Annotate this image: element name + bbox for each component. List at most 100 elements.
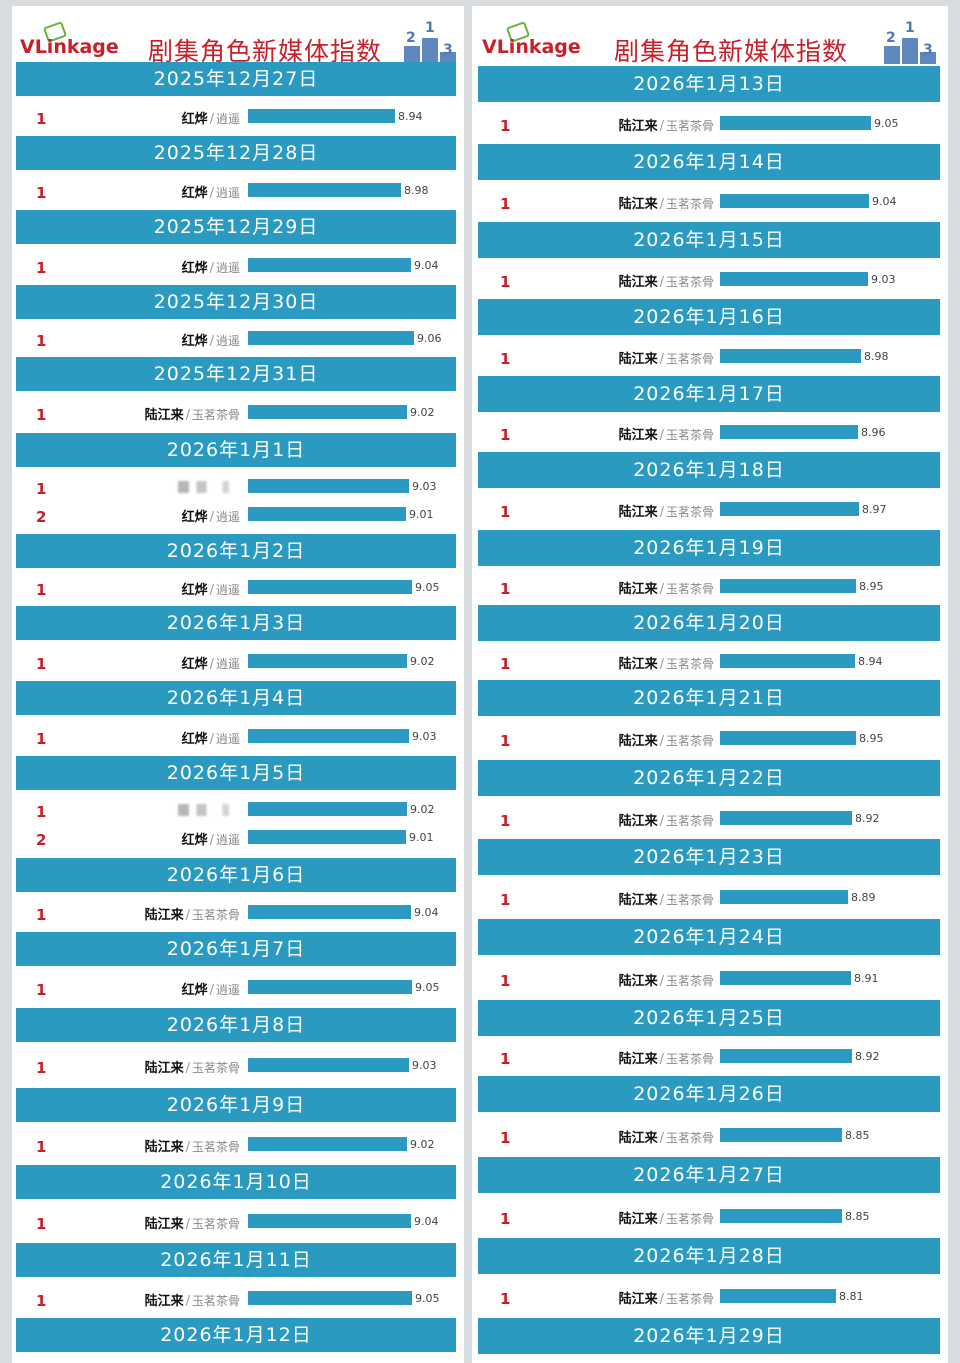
index-value-label: 9.05 <box>415 1292 440 1305</box>
role-label: 陆江来 / 玉茗茶骨 <box>618 275 714 290</box>
rank-number: 1 <box>500 891 511 909</box>
index-value-label: 8.85 <box>845 1129 870 1142</box>
rank-number: 1 <box>500 972 511 990</box>
index-value-label: 8.95 <box>859 732 884 745</box>
drama-name: 玉茗茶骨 <box>665 734 714 748</box>
rank-number: 1 <box>500 732 511 750</box>
rank-number: 1 <box>36 1215 47 1233</box>
role-name: 陆江来 <box>144 408 184 423</box>
drama-name: 逍遥 <box>215 186 240 200</box>
drama-name: 逍遥 <box>215 510 240 524</box>
rank-number: 1 <box>36 259 47 277</box>
index-value-label: 9.06 <box>417 332 442 345</box>
right-ranking-panel: VLinkage 剧集角色新媒体指数 2 1 3 2026年1月13日 1 陆江来 /… <box>472 6 948 1363</box>
rank-number: 1 <box>36 730 47 748</box>
index-bar <box>248 405 407 419</box>
index-value-label: 9.02 <box>410 1138 435 1151</box>
index-value-label: 9.04 <box>872 195 897 208</box>
role-name: 陆江来 <box>618 734 658 749</box>
index-value-label: 8.98 <box>864 350 889 363</box>
index-bar <box>720 116 871 130</box>
index-bar <box>720 502 859 516</box>
role-name: 陆江来 <box>618 1292 658 1307</box>
drama-name: 玉茗茶骨 <box>191 908 240 922</box>
drama-name: 玉茗茶骨 <box>191 408 240 422</box>
index-value-label: 9.01 <box>409 508 434 521</box>
drama-name: 玉茗茶骨 <box>665 505 714 519</box>
index-bar <box>248 729 409 743</box>
drama-name: 玉茗茶骨 <box>665 893 714 907</box>
role-label: 红烨 / 逍遥 <box>181 983 240 998</box>
index-bar <box>720 811 852 825</box>
role-label: 陆江来 / 玉茗茶骨 <box>144 1217 240 1232</box>
role-name: 红烨 <box>181 261 208 276</box>
index-bar <box>248 1214 411 1228</box>
rank-number: 1 <box>500 812 511 830</box>
index-bar <box>248 109 395 123</box>
date-band: 2026年1月12日 <box>16 1318 456 1352</box>
role-label: 红烨 / 逍遥 <box>181 186 240 201</box>
drama-name: 玉茗茶骨 <box>191 1217 240 1231</box>
role-name: 红烨 <box>181 833 208 848</box>
rank-number: 1 <box>500 1129 511 1147</box>
rank-number: 1 <box>36 803 47 821</box>
role-name: 陆江来 <box>144 1061 184 1076</box>
role-name: 陆江来 <box>144 1140 184 1155</box>
date-band: 2025年12月29日 <box>16 210 456 244</box>
index-bar <box>248 183 401 197</box>
index-value-label: 8.81 <box>839 1290 864 1303</box>
date-band: 2026年1月28日 <box>478 1238 940 1274</box>
date-band: 2026年1月15日 <box>478 222 940 258</box>
role-name: 红烨 <box>181 334 208 349</box>
index-bar <box>720 654 855 668</box>
drama-name: 玉茗茶骨 <box>665 814 714 828</box>
date-band: 2026年1月16日 <box>478 299 940 335</box>
role-name: 陆江来 <box>618 1131 658 1146</box>
date-band: 2026年1月27日 <box>478 1157 940 1193</box>
index-bar <box>720 349 861 363</box>
index-value-label: 8.97 <box>862 503 887 516</box>
index-value-label: 8.94 <box>858 655 883 668</box>
index-value-label: 8.96 <box>861 426 886 439</box>
date-band: 2026年1月20日 <box>478 605 940 641</box>
date-band: 2025年12月31日 <box>16 357 456 391</box>
index-bar <box>248 905 411 919</box>
rank-number: 1 <box>36 480 47 498</box>
index-bar <box>720 1209 842 1223</box>
rank-number: 1 <box>500 1050 511 1068</box>
rank-number: 1 <box>36 906 47 924</box>
role-name: 陆江来 <box>144 1217 184 1232</box>
drama-name: 玉茗茶骨 <box>665 197 714 211</box>
role-name: 陆江来 <box>618 814 658 829</box>
index-bar <box>248 1137 407 1151</box>
drama-name: 逍遥 <box>215 732 240 746</box>
role-label: 陆江来 / 玉茗茶骨 <box>144 408 240 423</box>
date-band: 2026年1月1日 <box>16 433 456 467</box>
role-label: 陆江来 / 玉茗茶骨 <box>618 1292 714 1307</box>
chart-title: 剧集角色新媒体指数 <box>614 37 849 66</box>
drama-name: 玉茗茶骨 <box>665 1212 714 1226</box>
index-bar <box>720 194 869 208</box>
date-band: 2026年1月8日 <box>16 1008 456 1042</box>
drama-name: 玉茗茶骨 <box>665 1131 714 1145</box>
index-value-label: 9.05 <box>874 117 899 130</box>
rank-number: 1 <box>36 1138 47 1156</box>
drama-name: 玉茗茶骨 <box>665 1052 714 1066</box>
index-value-label: 9.04 <box>414 259 439 272</box>
role-name: 陆江来 <box>144 908 184 923</box>
role-name: 陆江来 <box>618 505 658 520</box>
index-bar <box>720 272 868 286</box>
index-value-label: 8.91 <box>854 972 879 985</box>
date-band: 2026年1月7日 <box>16 932 456 966</box>
drama-name: 玉茗茶骨 <box>665 657 714 671</box>
index-bar <box>248 654 407 668</box>
date-band: 2026年1月26日 <box>478 1076 940 1112</box>
drama-name: 玉茗茶骨 <box>191 1294 240 1308</box>
date-band: 2026年1月17日 <box>478 376 940 412</box>
drama-name: 玉茗茶骨 <box>665 974 714 988</box>
date-band: 2026年1月18日 <box>478 452 940 488</box>
date-band: 2026年1月14日 <box>478 144 940 180</box>
role-name: 红烨 <box>181 186 208 201</box>
role-name: 陆江来 <box>144 1294 184 1309</box>
rank-number: 1 <box>500 580 511 598</box>
